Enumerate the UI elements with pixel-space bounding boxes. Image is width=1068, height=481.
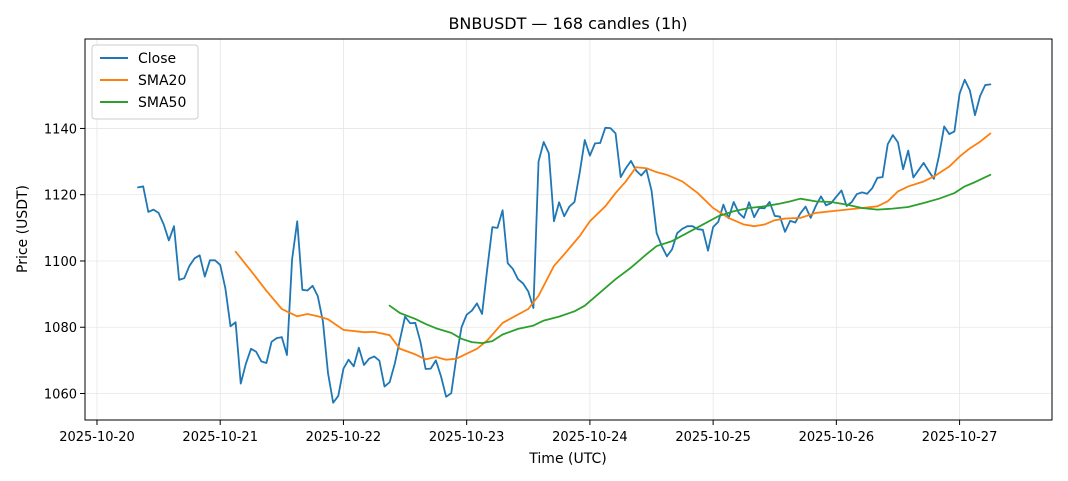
y-tick-label: 1100	[44, 255, 77, 270]
y-axis: 1060 1080 1100 1120 1140	[44, 122, 85, 402]
legend-box	[91, 44, 199, 120]
x-tick-label: 2025-10-23	[429, 430, 505, 445]
y-axis-label: Price (USDT)	[15, 185, 31, 273]
legend: Close SMA20 SMA50	[91, 44, 199, 120]
legend-label: SMA20	[138, 73, 186, 89]
x-tick-label: 2025-10-20	[59, 430, 135, 445]
x-tick-label: 2025-10-21	[182, 430, 258, 445]
x-tick-label: 2025-10-25	[675, 430, 751, 445]
legend-label: Close	[138, 51, 176, 67]
x-axis-label: Time (UTC)	[528, 451, 606, 467]
legend-label: SMA50	[138, 95, 186, 111]
x-tick-label: 2025-10-27	[922, 430, 998, 445]
y-tick-label: 1080	[44, 321, 77, 336]
chart-title: BNBUSDT — 168 candles (1h)	[448, 14, 687, 33]
x-tick-label: 2025-10-24	[552, 430, 628, 445]
series-line-sma50	[388, 173, 992, 345]
y-tick-label: 1140	[44, 122, 77, 137]
x-tick-label: 2025-10-22	[306, 430, 382, 445]
series-line-sma20	[234, 132, 992, 361]
grid	[85, 39, 1052, 420]
y-tick-label: 1060	[44, 387, 77, 402]
plot-frame	[84, 38, 1053, 421]
y-tick-label: 1120	[44, 189, 77, 204]
x-axis: 2025-10-20 2025-10-21 2025-10-22 2025-10-23…	[59, 420, 997, 445]
x-tick-label: 2025-10-26	[799, 430, 875, 445]
series-layer	[137, 78, 992, 404]
